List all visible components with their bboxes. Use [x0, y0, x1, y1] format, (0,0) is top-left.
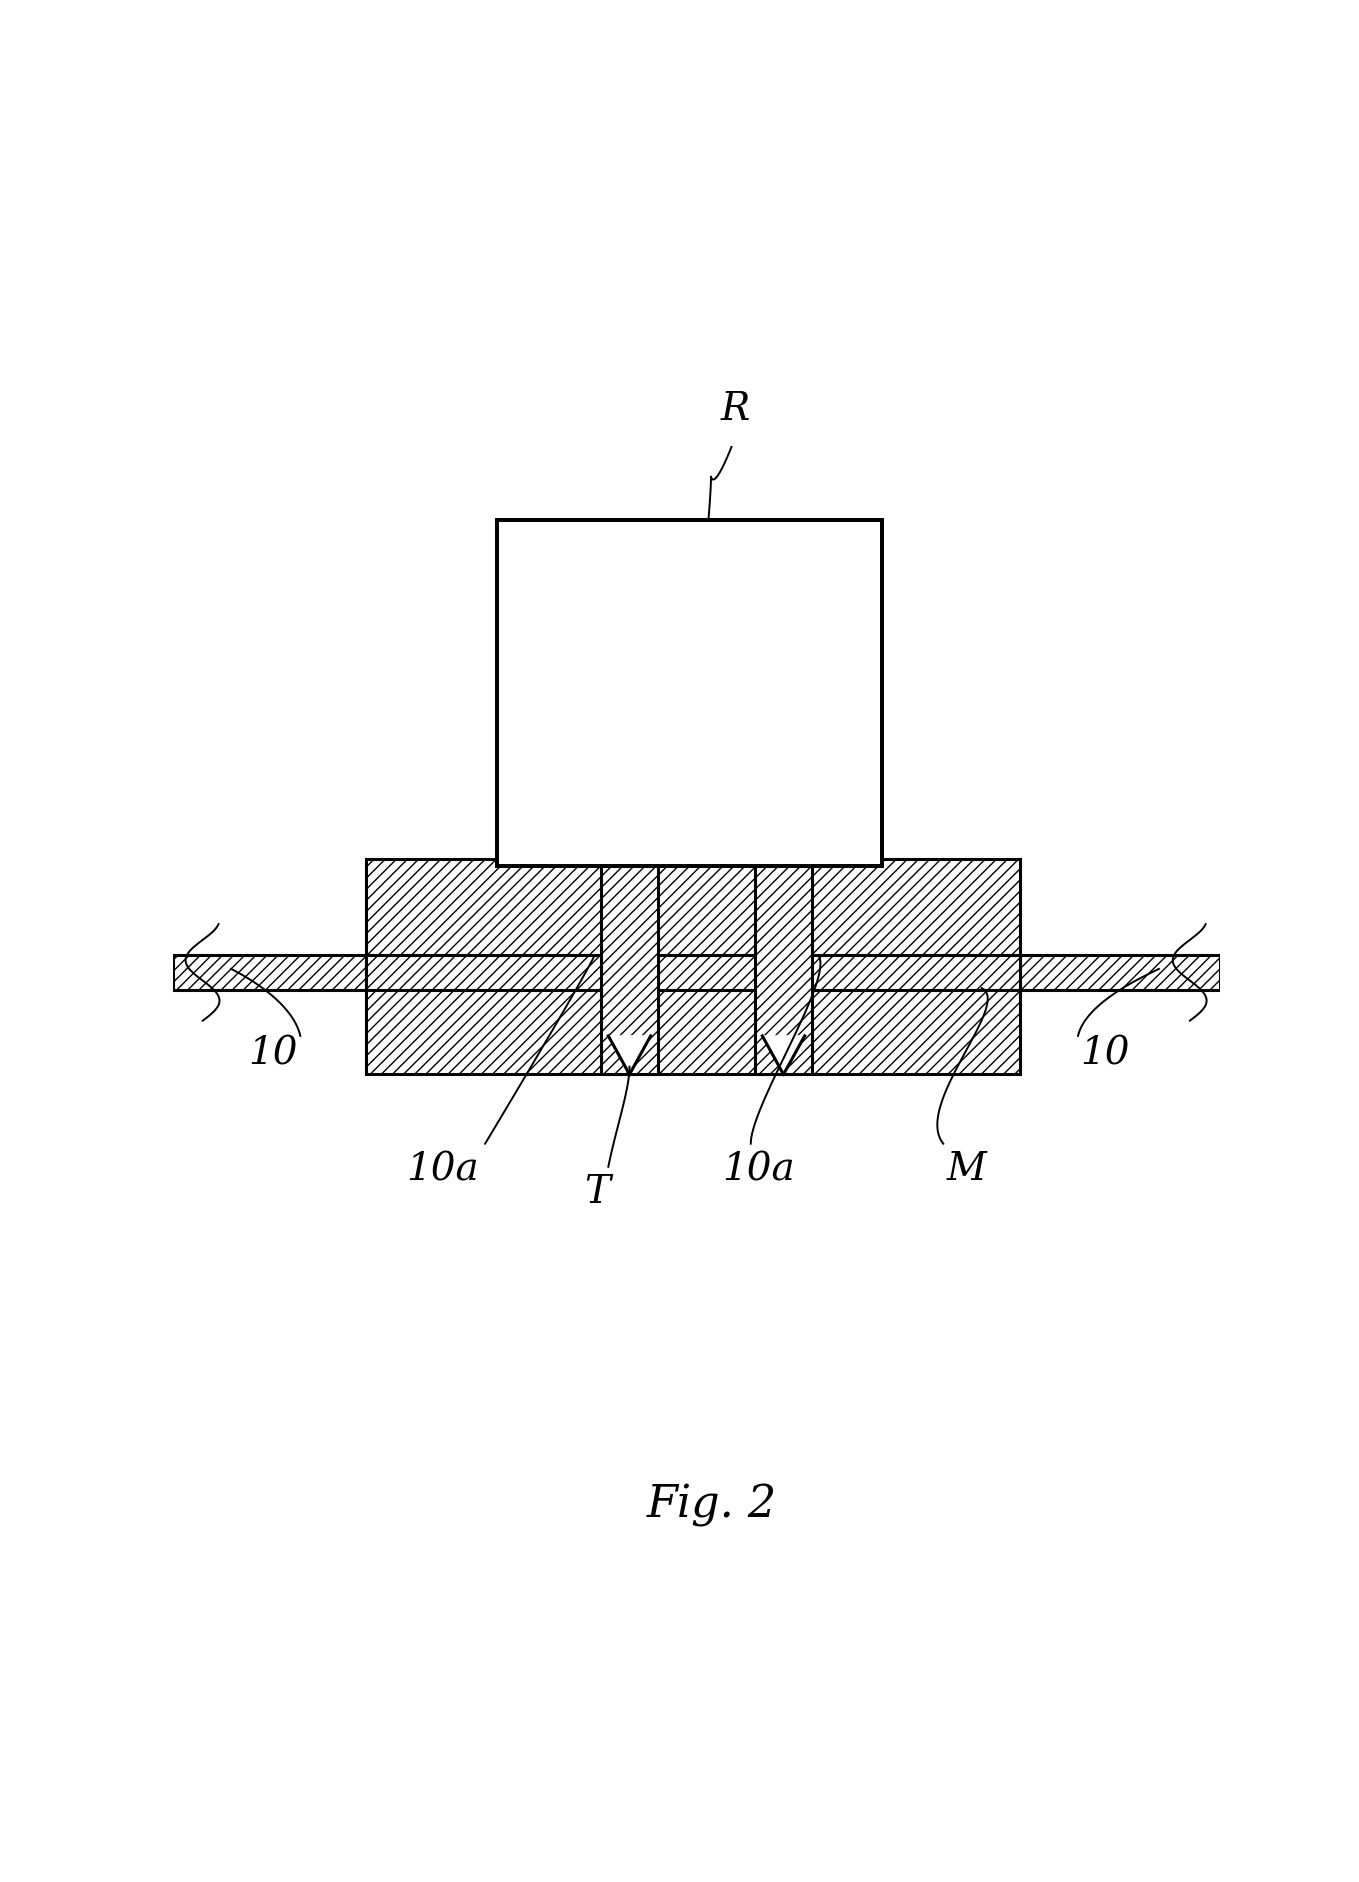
- Bar: [174, 954, 366, 990]
- Text: 10: 10: [249, 1035, 298, 1073]
- Text: 10: 10: [1080, 1035, 1129, 1073]
- Text: M: M: [946, 1152, 987, 1188]
- Text: Fig. 2: Fig. 2: [647, 1485, 777, 1526]
- Polygon shape: [762, 1035, 805, 1075]
- Text: T: T: [584, 1174, 610, 1212]
- Text: 10a: 10a: [406, 1152, 480, 1188]
- Bar: [601, 866, 658, 1075]
- Bar: [366, 954, 1021, 990]
- Polygon shape: [609, 1035, 651, 1075]
- Text: R: R: [720, 391, 750, 427]
- Bar: [366, 858, 1021, 1075]
- Bar: [754, 866, 813, 1075]
- Bar: [496, 519, 882, 866]
- Bar: [1021, 954, 1219, 990]
- Text: 10a: 10a: [722, 1152, 795, 1188]
